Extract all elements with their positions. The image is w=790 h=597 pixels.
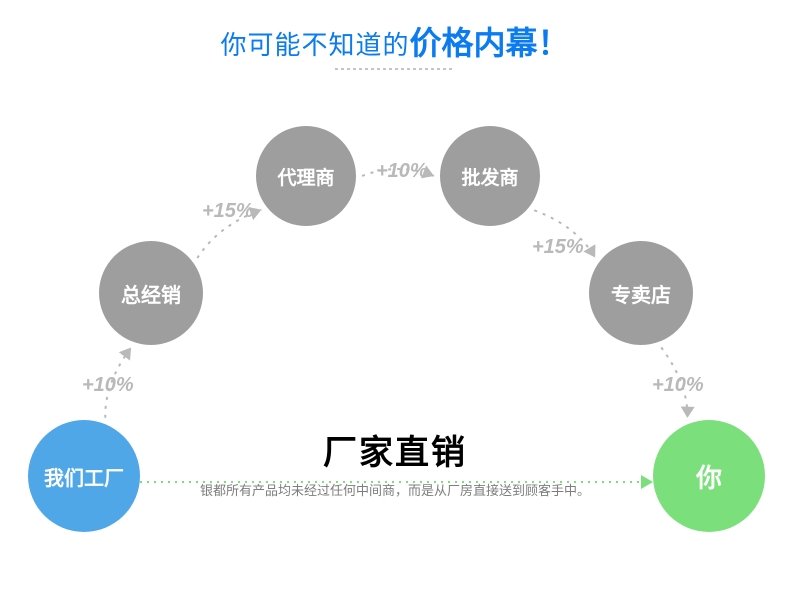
node-label: 总经销 — [121, 279, 181, 308]
node-factory: 我们工厂 — [28, 420, 140, 532]
center-subtitle: 银都所有产品均未经过任何中间商，而是从厂房直接送到顾客手中。 — [150, 480, 640, 499]
arrow-head — [119, 347, 131, 360]
center-block: 厂家直销银都所有产品均未经过任何中间商，而是从厂房直接送到顾客手中。 — [150, 425, 640, 499]
markup-label: +10% — [82, 374, 134, 397]
node-distributor: 总经销 — [99, 241, 203, 345]
node-store: 专卖店 — [589, 241, 693, 345]
node-label: 批发商 — [461, 163, 518, 190]
node-you: 你 — [653, 420, 765, 532]
node-wholesaler: 批发商 — [440, 126, 540, 226]
node-label: 代理商 — [277, 163, 334, 190]
markup-label: +15% — [202, 200, 254, 223]
markup-label: +10% — [376, 160, 428, 183]
node-label: 专卖店 — [611, 279, 671, 308]
node-label: 我们工厂 — [44, 462, 124, 491]
markup-label: +15% — [532, 236, 584, 259]
direct-line-arrowhead — [641, 475, 653, 489]
node-agent: 代理商 — [256, 126, 356, 226]
arrow-head — [583, 244, 595, 257]
markup-label: +10% — [652, 374, 704, 397]
arrow-head — [681, 407, 695, 418]
node-label: 你 — [696, 458, 722, 495]
diagram-stage: 我们工厂 总经销 代理商 批发商专卖店你 +10% +15% +10% +15% +10% 厂家直… — [0, 0, 790, 597]
center-title: 厂家直销 — [150, 425, 640, 474]
